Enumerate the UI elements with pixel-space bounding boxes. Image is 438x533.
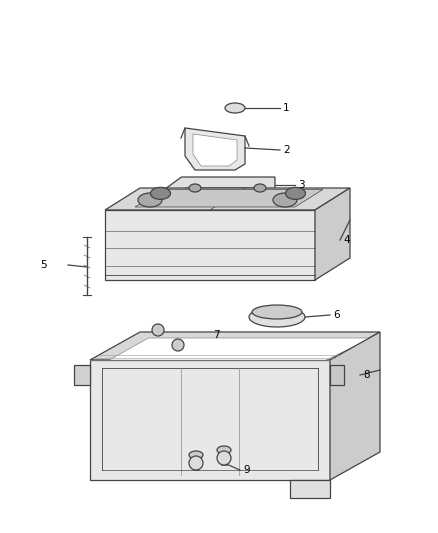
Polygon shape (185, 128, 245, 170)
Ellipse shape (225, 103, 245, 113)
Text: 9: 9 (243, 465, 250, 475)
Polygon shape (74, 365, 90, 385)
Ellipse shape (138, 193, 162, 207)
Polygon shape (315, 188, 350, 280)
Polygon shape (90, 360, 330, 480)
Ellipse shape (286, 188, 305, 199)
Ellipse shape (152, 324, 164, 336)
Polygon shape (165, 177, 275, 199)
Text: 1: 1 (283, 103, 290, 113)
Polygon shape (105, 210, 315, 280)
Ellipse shape (249, 307, 305, 327)
Ellipse shape (172, 339, 184, 351)
Ellipse shape (217, 451, 231, 465)
Text: 5: 5 (40, 260, 46, 270)
Polygon shape (90, 332, 380, 360)
Ellipse shape (189, 184, 201, 192)
Text: 2: 2 (283, 145, 290, 155)
Polygon shape (193, 134, 237, 166)
Polygon shape (330, 365, 344, 385)
Ellipse shape (189, 456, 203, 470)
Ellipse shape (217, 446, 231, 454)
Polygon shape (105, 188, 350, 210)
Text: 8: 8 (363, 370, 370, 380)
Ellipse shape (189, 451, 203, 459)
Polygon shape (135, 189, 323, 207)
Polygon shape (102, 338, 371, 364)
Ellipse shape (151, 188, 170, 199)
Text: 6: 6 (333, 310, 339, 320)
Text: 7: 7 (213, 330, 219, 340)
Text: 3: 3 (298, 180, 304, 190)
Ellipse shape (252, 305, 302, 319)
Text: 4: 4 (343, 235, 350, 245)
Ellipse shape (254, 184, 266, 192)
Ellipse shape (273, 193, 297, 207)
Polygon shape (330, 332, 380, 480)
Polygon shape (290, 480, 330, 498)
